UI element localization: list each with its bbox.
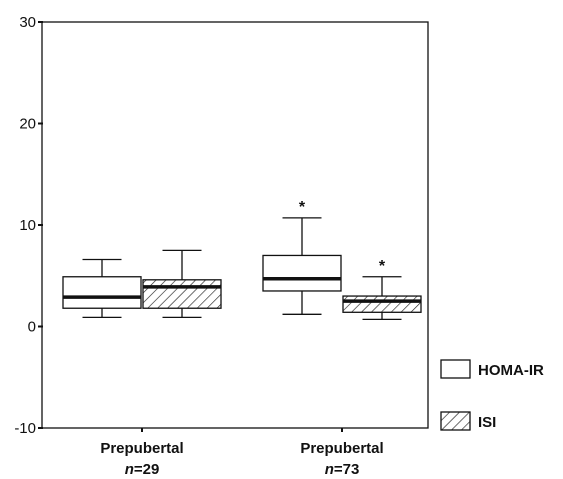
interquartile-box xyxy=(62,276,142,309)
x-category-label: Prepubertal xyxy=(300,440,383,457)
x-category-label: Prepubertal xyxy=(100,440,183,457)
legend-label: ISI xyxy=(478,414,496,431)
y-tick-label: 0 xyxy=(28,319,36,336)
interquartile-box xyxy=(342,295,422,313)
legend: HOMA-IR ISI xyxy=(440,359,544,431)
sample-size-value: =29 xyxy=(134,461,159,478)
sample-size-symbol: n xyxy=(325,461,334,478)
y-tick-label: -10 xyxy=(14,420,36,437)
legend-swatch-homa-ir xyxy=(440,359,471,379)
y-tick-label: 20 xyxy=(19,116,36,133)
box-homa-ir-2: * xyxy=(262,199,342,315)
y-tick-label: 10 xyxy=(19,217,36,234)
sample-size-symbol: n xyxy=(125,461,134,478)
legend-label: HOMA-IR xyxy=(478,362,544,379)
significance-marker: * xyxy=(379,258,386,275)
y-tick-label: 30 xyxy=(19,14,36,31)
box-homa-ir-1 xyxy=(62,258,142,319)
x-category-sample-size: n=29 xyxy=(125,461,160,478)
box-isi-1 xyxy=(142,249,222,319)
box-series: ** xyxy=(62,199,422,321)
box-isi-2: * xyxy=(342,258,422,321)
y-axis: -10 0 10 20 30 xyxy=(14,14,43,437)
interquartile-box xyxy=(142,279,222,309)
interquartile-box xyxy=(262,254,342,292)
plot-area-frame xyxy=(41,21,429,429)
x-category-sample-size: n=73 xyxy=(325,461,360,478)
legend-swatch-isi xyxy=(440,411,471,431)
sample-size-value: =73 xyxy=(334,461,359,478)
significance-marker: * xyxy=(299,199,306,216)
